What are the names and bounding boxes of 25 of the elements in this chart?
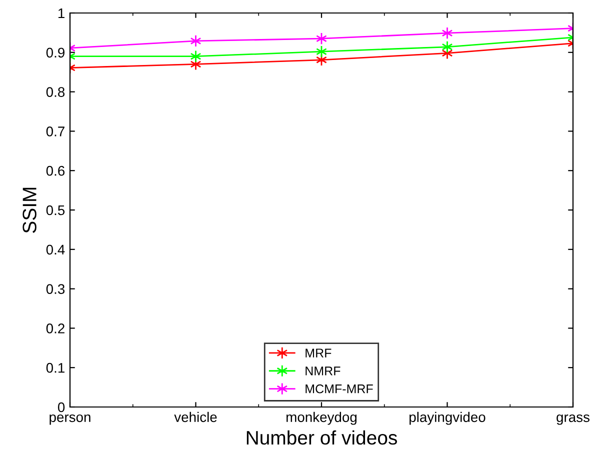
x-tick-label: person	[50, 414, 90, 425]
y-tick-label: 0.4	[46, 244, 65, 255]
y-axis-title: SSIM	[22, 188, 36, 233]
point	[190, 34, 202, 48]
legend-label: NMRF	[306, 366, 340, 376]
x-tick-label: monkeydog	[286, 412, 357, 425]
y-tick-label: 0.3	[46, 284, 65, 294]
y-tick-label: 0.2	[46, 324, 64, 334]
y-tick-label: 0.5	[46, 205, 65, 216]
y-tick-label: 0.7	[46, 126, 64, 136]
point	[442, 26, 453, 40]
x-tick-label: vehicle	[174, 412, 217, 422]
x-axis-title: Number of videos	[246, 430, 397, 445]
point	[442, 40, 453, 54]
x-tick-label: grass	[556, 414, 590, 425]
y-tick-label: 1	[58, 8, 64, 18]
x-tick-label: playingvideo	[410, 412, 486, 425]
y-tick-label: 0.1	[46, 362, 64, 373]
point	[190, 50, 202, 63]
y-tick-label: 0.6	[46, 166, 65, 176]
y-tick-label: 0.9	[46, 48, 64, 58]
legend-label: MCMF-MRF	[306, 384, 373, 394]
y-tick-label: 0	[58, 402, 65, 412]
y-tick-label: 0.8	[46, 87, 65, 97]
legend-label: MRF	[306, 348, 332, 358]
